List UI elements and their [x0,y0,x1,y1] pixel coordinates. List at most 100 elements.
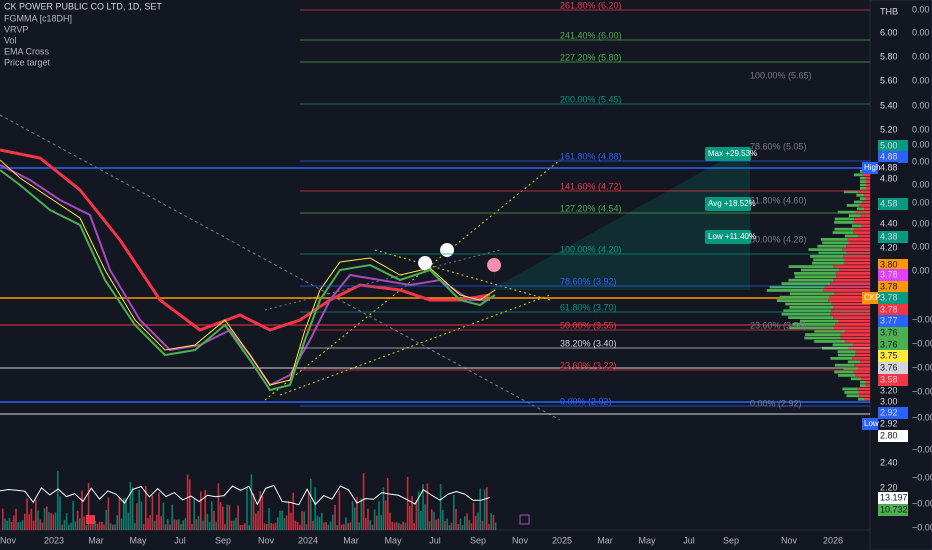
volume-bar [279,510,281,530]
volume-bar [52,514,55,530]
vrvp-down [864,397,870,401]
price-label: 4.40 [880,218,898,228]
vrvp-down [854,227,870,231]
volume-bar [4,518,6,530]
volume-bar [246,486,248,530]
price-badge [878,350,908,362]
price-label: 4.80 [880,173,898,183]
volume-bar [285,515,288,530]
vrvp-down [855,210,870,214]
vrvp-down [853,343,870,347]
vrvp-up [837,350,856,353]
volume-bar [360,498,363,530]
vrvp-up [789,306,834,309]
volume-bar [230,520,233,530]
volume-bar [316,515,319,530]
price-label: 4.88 [880,151,898,161]
volume-bar [470,523,473,530]
target-label: Low +11.40% [708,232,756,241]
volume-bar [459,518,462,530]
price-label: 3.00 [880,396,898,406]
volume-bar [211,501,213,530]
volume-bar [426,483,429,530]
volume-bar [475,515,477,530]
price-label: 3.76 [880,362,898,372]
price-label: 3.76 [880,327,898,337]
volume-bar [15,508,17,530]
price-badge [878,259,908,271]
fib-label: 261.80% (6.20) [560,0,622,10]
vrvp-down [831,302,870,306]
vrvp-up [834,370,854,374]
vrvp-down [829,295,870,299]
volume-bar [87,482,90,530]
volume-bar [200,491,202,530]
price-badge [878,492,908,504]
vrvp-down [855,374,870,377]
vrvp-up [820,238,848,241]
price-label: 3.75 [880,350,898,360]
price-label: 13.197M [880,492,915,502]
vrvp-up [817,244,847,248]
volume-bar [204,489,206,530]
volume-bar [409,505,411,530]
volume-bar [406,476,409,530]
vrvp-down [862,200,870,204]
price-badge [878,315,908,327]
volume-bar [391,521,393,530]
volume-bar [272,523,275,530]
volume-bar [98,521,101,530]
time-label: Sep [470,535,486,545]
vrvp-up [783,309,832,313]
fib-label: 50.00% (4.28) [750,234,807,244]
vrvp-down [833,316,870,319]
target-badge [705,147,751,161]
vrvp-down [843,261,870,265]
vrvp-up [818,251,847,255]
vrvp-down [860,360,870,364]
volume-bar [294,520,297,530]
channel-line [264,159,561,401]
vrvp-up [804,336,841,340]
price-label: 3.20 [880,385,898,395]
vrvp-down [844,258,870,262]
volume-bar [362,473,365,530]
vrvp-down [823,289,870,292]
vrvp-down [835,272,870,275]
vrvp-down [844,340,870,343]
volume-bar [486,487,488,530]
price-badge [878,292,908,304]
volume-bar [281,510,283,530]
event-icon [86,515,95,524]
volume-bar [367,508,369,530]
volume-bar [301,511,303,530]
volume-bar [413,523,415,530]
volume-bar [74,521,77,530]
vrvp-up [835,363,855,367]
price-label: 6.00 [880,27,898,37]
vrvp-down [865,380,870,384]
price-badge [878,198,908,210]
vrvp-up [860,176,866,180]
volume-bar [8,517,11,530]
volume-bar [76,510,79,530]
volume-bar [116,515,118,530]
volume-bar [153,520,156,530]
volume-bar [380,515,382,530]
volume-bar [145,485,147,530]
volume-bar [442,509,444,530]
marker [418,256,433,280]
time-label: Mar [597,535,613,545]
volume-bar [186,474,189,530]
price-label: 2.20 [880,482,898,492]
far-axis-label: 0.00 [912,218,930,228]
vrvp-up [813,258,845,262]
price-label: 2.92 [880,418,898,428]
volume-bar [191,523,193,530]
vrvp-down [859,204,870,207]
time-label: 2026 [823,535,843,545]
volume-bar [479,488,481,530]
price-label: 2.92 [880,407,898,417]
vrvp-down [858,367,870,370]
volume-bar [255,513,257,530]
